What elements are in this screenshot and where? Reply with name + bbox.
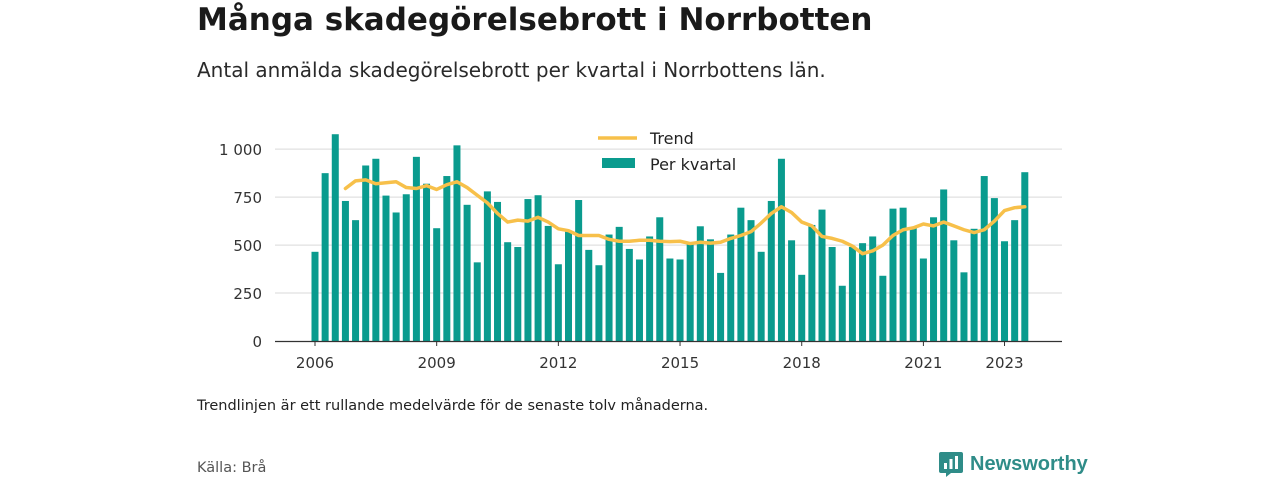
- legend-bars-swatch: [602, 158, 635, 168]
- bar-2010-Q3: [494, 201, 502, 341]
- x-tick-label: 2021: [904, 354, 942, 372]
- bar-2014-Q4: [666, 258, 674, 341]
- bar-2012-Q1: [554, 264, 562, 341]
- newsworthy-logo-icon: [939, 451, 963, 477]
- bar-2022-Q3: [980, 176, 988, 341]
- chart-subtitle: Antal anmälda skadegörelsebrott per kvar…: [197, 58, 826, 82]
- bar-2010-Q1: [473, 262, 481, 341]
- y-tick-label: 0: [252, 333, 262, 351]
- bar-2012-Q4: [585, 249, 593, 341]
- bar-2019-Q1: [838, 285, 846, 341]
- y-tick-label: 1 000: [219, 141, 262, 159]
- bar-2007-Q4: [382, 195, 390, 341]
- bar-2008-Q3: [412, 156, 420, 341]
- bar-2016-Q3: [737, 207, 745, 341]
- bar-2006-Q2: [321, 173, 329, 341]
- bar-2016-Q4: [747, 220, 755, 341]
- bar-2010-Q4: [504, 242, 512, 341]
- bar-2016-Q1: [717, 272, 725, 341]
- bar-2011-Q2: [524, 199, 532, 341]
- chart-svg: 0 250 500 750 1 000 2006 2009 2012 2015 2018 2021 2…: [219, 129, 1062, 372]
- bar-2019-Q4: [869, 236, 877, 341]
- bar-2023-Q3: [1021, 172, 1029, 341]
- bar-2017-Q2: [767, 200, 775, 341]
- bar-2023-Q2: [1011, 220, 1019, 341]
- bar-2012-Q3: [575, 200, 583, 341]
- bar-2021-Q3: [940, 189, 948, 341]
- bar-2013-Q4: [625, 248, 633, 341]
- y-tick-label: 750: [233, 189, 262, 207]
- legend-trend-label: Trend: [649, 129, 694, 148]
- bar-2011-Q1: [514, 247, 522, 341]
- bar-2014-Q2: [646, 236, 654, 341]
- bar-2022-Q1: [960, 272, 968, 341]
- bar-2018-Q1: [798, 274, 806, 341]
- bar-2022-Q4: [990, 198, 998, 341]
- bar-2015-Q1: [676, 259, 684, 341]
- bar-2006-Q4: [341, 200, 349, 341]
- x-tick-label: 2023: [985, 354, 1023, 372]
- x-tick-label: 2006: [296, 354, 334, 372]
- bar-2013-Q1: [595, 265, 603, 341]
- bar-2010-Q2: [483, 191, 491, 341]
- source-label: Källa: Brå: [197, 460, 267, 476]
- legend-bars-label: Per kvartal: [650, 155, 736, 174]
- bar-2009-Q2: [443, 176, 451, 341]
- x-tick-label: 2012: [539, 354, 577, 372]
- bar-2014-Q1: [635, 259, 643, 341]
- bar-2016-Q2: [727, 234, 735, 341]
- bar-2007-Q2: [362, 165, 370, 341]
- x-tick-label: 2018: [783, 354, 821, 372]
- bar-2008-Q1: [392, 212, 400, 341]
- bar-2021-Q1: [919, 258, 927, 341]
- bar-2020-Q1: [879, 275, 887, 341]
- bar-2013-Q2: [605, 234, 613, 341]
- bar-2009-Q3: [453, 145, 461, 341]
- y-tick-label: 500: [233, 237, 262, 255]
- bar-2013-Q3: [615, 226, 623, 341]
- bar-2007-Q1: [352, 220, 360, 341]
- bar-2006-Q1: [311, 251, 319, 341]
- bar-2011-Q4: [544, 225, 552, 341]
- bar-2009-Q1: [433, 228, 441, 341]
- bar-2012-Q2: [565, 231, 572, 341]
- bar-2017-Q3: [777, 158, 785, 341]
- bar-2018-Q2: [808, 224, 816, 341]
- bar-2022-Q2: [970, 228, 978, 341]
- bar-2019-Q3: [859, 243, 867, 341]
- newsworthy-logo[interactable]: Newsworthy: [938, 449, 1088, 479]
- bar-2018-Q4: [828, 247, 836, 341]
- x-tick-label: 2009: [418, 354, 456, 372]
- bar-2008-Q2: [402, 194, 410, 341]
- bar-2020-Q4: [909, 227, 917, 341]
- bar-2019-Q2: [848, 247, 856, 341]
- bar-2015-Q3: [696, 226, 704, 341]
- newsworthy-logo-text: Newsworthy: [970, 452, 1088, 475]
- bar-2015-Q2: [686, 244, 694, 341]
- bar-2018-Q3: [818, 209, 826, 341]
- bar-2021-Q4: [950, 240, 958, 341]
- bar-2009-Q4: [463, 204, 471, 341]
- bar-2014-Q3: [656, 217, 664, 341]
- bar-2007-Q3: [372, 158, 380, 341]
- bar-2021-Q2: [930, 217, 938, 341]
- bar-2017-Q4: [788, 240, 796, 341]
- bar-2011-Q3: [534, 195, 542, 341]
- bar-2020-Q3: [899, 207, 907, 341]
- bar-2020-Q2: [889, 208, 897, 341]
- bar-2015-Q4: [706, 239, 714, 341]
- bar-2008-Q4: [423, 183, 431, 341]
- bar-2017-Q1: [757, 251, 765, 341]
- bar-2006-Q3: [331, 134, 339, 341]
- bar-2023-Q1: [1001, 241, 1009, 341]
- trend-note: Trendlinjen är ett rullande medelvärde f…: [197, 398, 709, 414]
- x-tick-label: 2015: [661, 354, 699, 372]
- trend-line: [343, 178, 1027, 256]
- y-tick-label: 250: [233, 285, 262, 303]
- chart-title: Många skadegörelsebrott i Norrbotten: [197, 2, 873, 38]
